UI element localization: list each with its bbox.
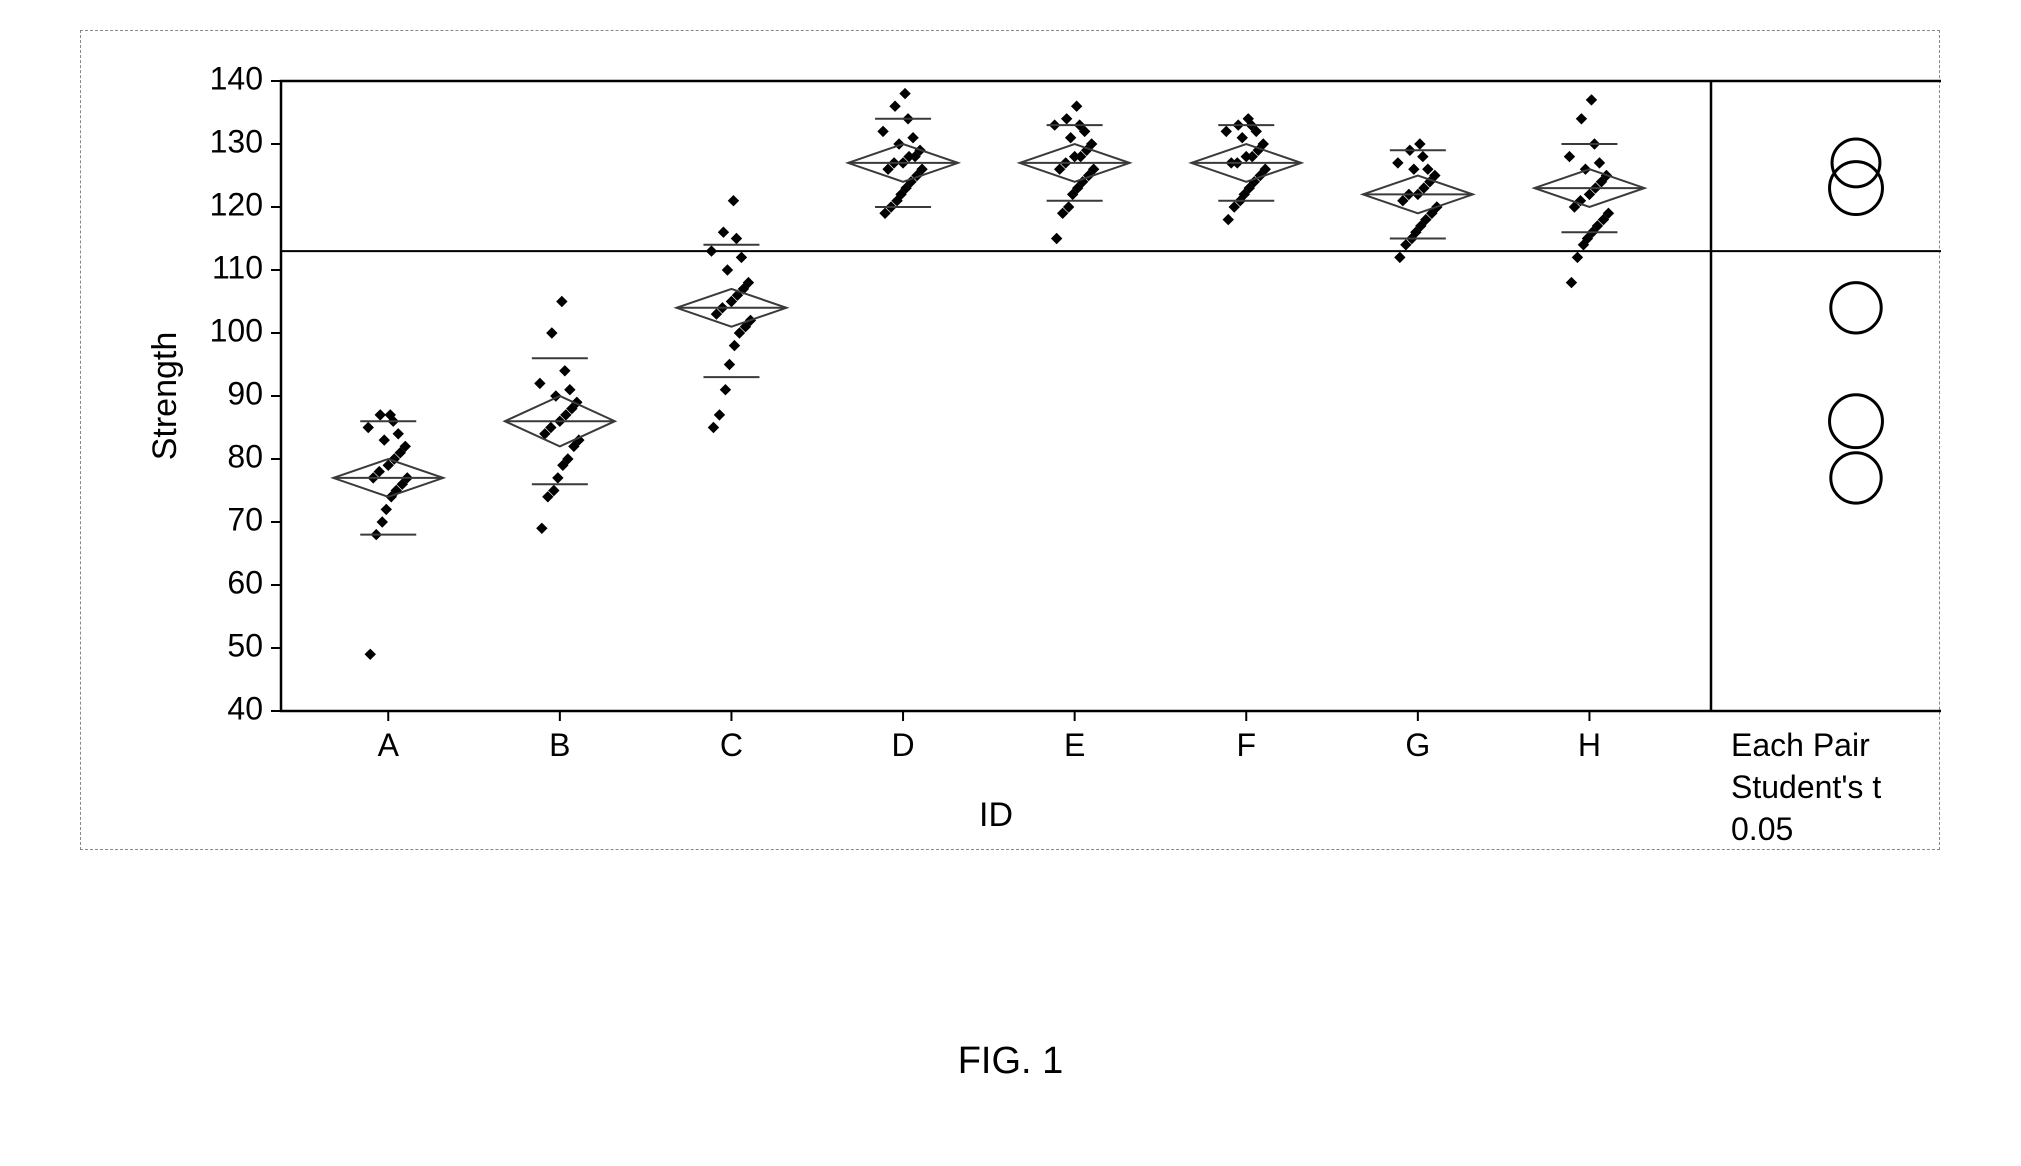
data-point xyxy=(890,101,900,111)
comparison-circle xyxy=(1831,453,1881,503)
data-point xyxy=(1072,101,1082,111)
circles-panel-label: Each Pair xyxy=(1731,727,1870,763)
y-tick-label: 110 xyxy=(212,249,263,285)
data-point xyxy=(377,517,387,527)
y-tick-label: 100 xyxy=(210,312,263,348)
data-point xyxy=(1223,215,1233,225)
y-tick-label: 50 xyxy=(227,627,263,663)
data-point xyxy=(736,252,746,262)
y-tick-label: 70 xyxy=(227,501,263,537)
data-point xyxy=(363,423,373,433)
y-tick-label: 90 xyxy=(227,375,263,411)
data-point xyxy=(560,366,570,376)
data-point xyxy=(1052,234,1062,244)
x-tick-label: B xyxy=(549,727,570,763)
y-tick-label: 130 xyxy=(210,123,263,159)
data-point xyxy=(393,429,403,439)
chart-svg: 40 50 60 70 80 90 100 110 120 130 140 Strength A B C D E… xyxy=(81,31,1941,851)
data-point xyxy=(1576,114,1586,124)
y-tick-label: 60 xyxy=(227,564,263,600)
circles-panel-label: Student's t xyxy=(1731,769,1881,805)
data-point xyxy=(720,385,730,395)
data-point xyxy=(1586,95,1596,105)
data-point xyxy=(535,378,545,388)
data-point xyxy=(1062,114,1072,124)
y-tick-label: 140 xyxy=(210,60,263,96)
data-point xyxy=(708,423,718,433)
circles-panel-label: 0.05 xyxy=(1731,811,1793,847)
data-point xyxy=(557,297,567,307)
data-point xyxy=(728,196,738,206)
y-tick-label: 40 xyxy=(227,690,263,726)
data-point xyxy=(1409,164,1419,174)
data-point xyxy=(1423,164,1433,174)
data-point xyxy=(553,473,563,483)
x-tick-label: A xyxy=(378,727,400,763)
mean-diamond xyxy=(333,421,443,534)
data-point xyxy=(1594,158,1604,168)
data-point xyxy=(714,410,724,420)
data-point xyxy=(1237,133,1247,143)
outer-dashed-frame: 40 50 60 70 80 90 100 110 120 130 140 Strength A B C D E… xyxy=(80,30,1940,850)
data-point xyxy=(722,265,732,275)
x-tick-label: E xyxy=(1064,727,1085,763)
data-point xyxy=(547,328,557,338)
data-point xyxy=(375,410,385,420)
data-point xyxy=(706,246,716,256)
data-point xyxy=(1066,133,1076,143)
y-tick-label: 120 xyxy=(210,186,263,222)
y-tick-label: 80 xyxy=(227,438,263,474)
x-axis-title: ID xyxy=(979,796,1013,834)
data-point xyxy=(565,385,575,395)
mean-diamond xyxy=(676,245,786,377)
data-point xyxy=(731,234,741,244)
data-point xyxy=(381,504,391,514)
y-axis-title: Strength xyxy=(146,332,184,461)
data-point xyxy=(1572,252,1582,262)
x-tick-label: H xyxy=(1578,727,1601,763)
data-point xyxy=(724,360,734,370)
data-point xyxy=(365,649,375,659)
comparison-circle xyxy=(1831,283,1881,333)
data-point xyxy=(1395,252,1405,262)
data-point xyxy=(1393,158,1403,168)
figure-caption: FIG. 1 xyxy=(0,1040,2021,1083)
data-point xyxy=(537,523,547,533)
x-tick-label: C xyxy=(720,727,743,763)
page-root: 40 50 60 70 80 90 100 110 120 130 140 Strength A B C D E… xyxy=(0,0,2021,1166)
data-point xyxy=(718,227,728,237)
plot-panel-border xyxy=(281,81,1941,711)
data-point xyxy=(1415,139,1425,149)
data-point xyxy=(1418,152,1428,162)
data-point xyxy=(379,435,389,445)
data-point xyxy=(1564,152,1574,162)
data-point xyxy=(1566,278,1576,288)
data-point xyxy=(729,341,739,351)
comparison-circle xyxy=(1830,395,1883,448)
x-tick-label: F xyxy=(1236,727,1256,763)
mean-diamond xyxy=(1534,144,1644,232)
data-point xyxy=(900,89,910,99)
data-point xyxy=(878,126,888,136)
x-tick-label: D xyxy=(891,727,914,763)
data-point xyxy=(1221,126,1231,136)
data-point xyxy=(908,133,918,143)
x-tick-label: G xyxy=(1405,727,1430,763)
